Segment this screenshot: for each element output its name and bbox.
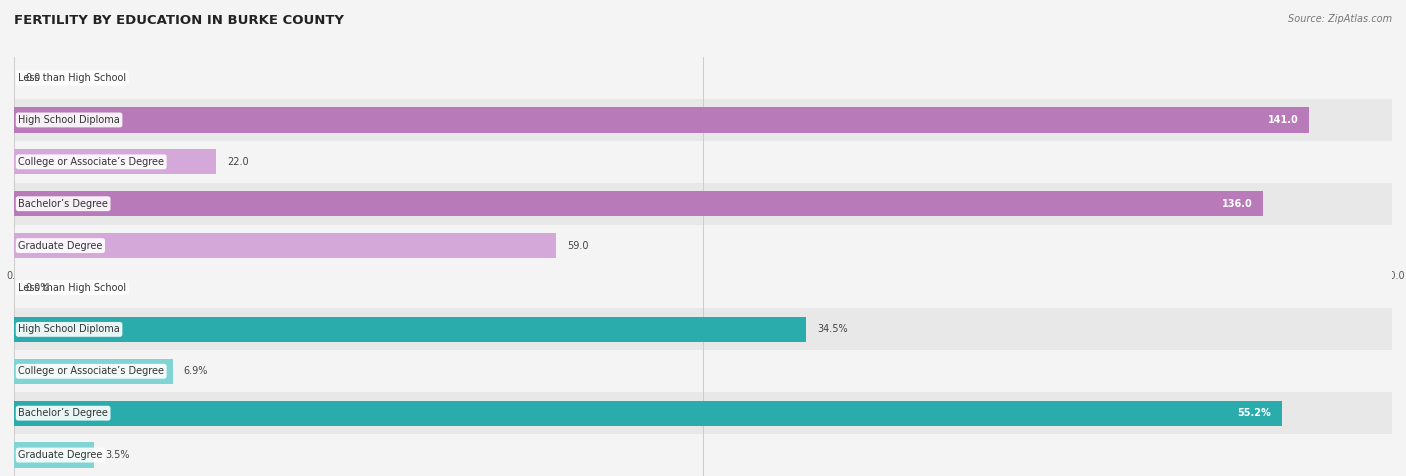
Bar [14, 359, 173, 384]
Text: 3.5%: 3.5% [105, 450, 129, 460]
Text: 55.2%: 55.2% [1237, 408, 1271, 418]
Bar [14, 267, 1392, 308]
Text: 0.0%: 0.0% [25, 282, 49, 293]
Text: Less than High School: Less than High School [18, 282, 127, 293]
Text: High School Diploma: High School Diploma [18, 324, 120, 335]
Text: Graduate Degree: Graduate Degree [18, 240, 103, 251]
Bar [14, 401, 1282, 426]
Text: 22.0: 22.0 [228, 157, 249, 167]
Bar [14, 443, 94, 467]
Bar [14, 57, 1392, 99]
Text: FERTILITY BY EDUCATION IN BURKE COUNTY: FERTILITY BY EDUCATION IN BURKE COUNTY [14, 14, 344, 27]
Bar [14, 225, 1392, 267]
Bar [14, 317, 807, 342]
Text: Bachelor’s Degree: Bachelor’s Degree [18, 198, 108, 209]
Text: 141.0: 141.0 [1267, 115, 1298, 125]
Text: Graduate Degree: Graduate Degree [18, 450, 103, 460]
Bar [14, 141, 1392, 183]
Text: 34.5%: 34.5% [817, 324, 848, 335]
Bar [14, 99, 1392, 141]
Bar [14, 191, 1264, 216]
Text: College or Associate’s Degree: College or Associate’s Degree [18, 366, 165, 377]
Text: 0.0: 0.0 [25, 73, 41, 83]
Bar [14, 308, 1392, 350]
Text: College or Associate’s Degree: College or Associate’s Degree [18, 157, 165, 167]
Text: Source: ZipAtlas.com: Source: ZipAtlas.com [1288, 14, 1392, 24]
Bar [14, 233, 555, 258]
Text: High School Diploma: High School Diploma [18, 115, 120, 125]
Bar [14, 434, 1392, 476]
Bar [14, 392, 1392, 434]
Bar [14, 108, 1309, 132]
Bar [14, 350, 1392, 392]
Text: 59.0: 59.0 [567, 240, 589, 251]
Bar [14, 183, 1392, 225]
Text: 6.9%: 6.9% [184, 366, 208, 377]
Bar [14, 149, 217, 174]
Text: 136.0: 136.0 [1222, 198, 1253, 209]
Text: Bachelor’s Degree: Bachelor’s Degree [18, 408, 108, 418]
Text: Less than High School: Less than High School [18, 73, 127, 83]
